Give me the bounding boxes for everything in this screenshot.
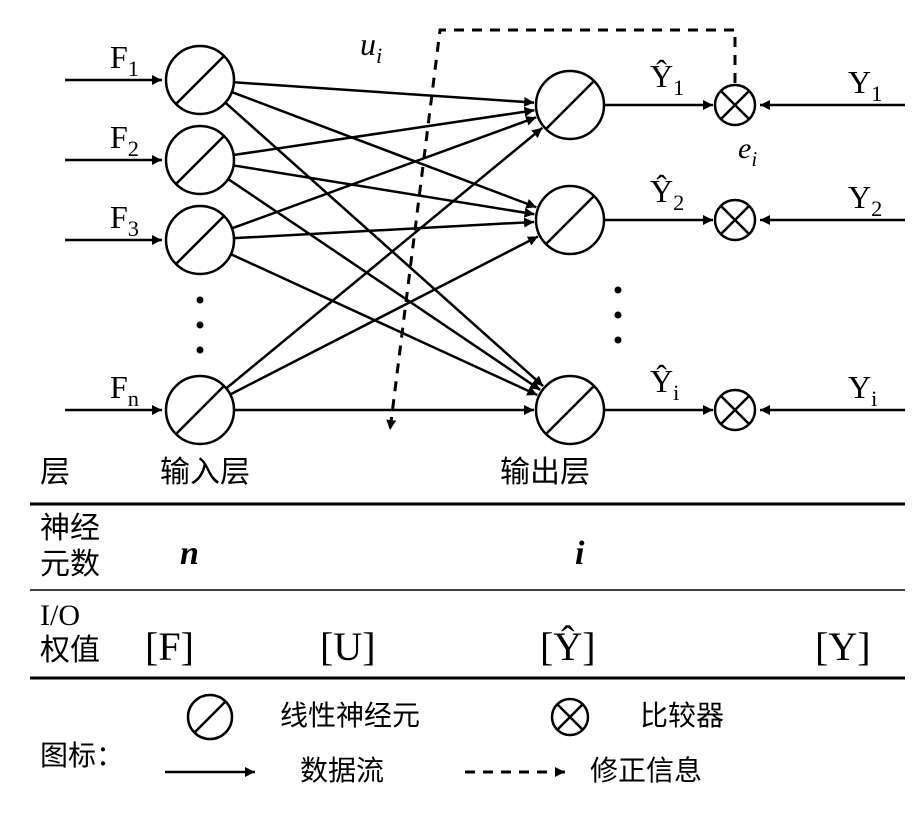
edge (234, 222, 534, 238)
table-cell: [U] (320, 624, 376, 669)
input-neuron (166, 376, 234, 444)
input-label: F2 (110, 119, 139, 161)
yhat-label: Ŷ1 (650, 58, 684, 100)
table-row-label: 神经 (40, 512, 100, 545)
ellipsis-dot (615, 312, 622, 319)
output-neuron (536, 376, 604, 444)
output-neuron (536, 71, 604, 139)
table-cell: 输出层 (500, 456, 590, 489)
legend-text: 比较器 (640, 700, 724, 732)
input-label: F1 (110, 39, 139, 81)
input-neuron (166, 126, 234, 194)
input-neuron (166, 206, 234, 274)
table-row-label: I/O (40, 599, 80, 632)
table-cell: 输入层 (160, 456, 250, 489)
legend-neuron-icon (188, 695, 232, 739)
table-row-label: 层 (40, 456, 70, 489)
table-cell: [Y] (815, 624, 871, 669)
input-label: Fn (110, 369, 139, 411)
e-label: ei (738, 132, 757, 171)
table-cell: [F] (145, 624, 194, 669)
u-label: ui (360, 26, 382, 68)
edge (230, 236, 538, 394)
comparator (715, 85, 755, 125)
edge (225, 103, 543, 386)
edge (234, 82, 534, 102)
legend-text: 修正信息 (590, 755, 702, 787)
legend-text: 线性神经元 (280, 700, 420, 732)
comparator (715, 390, 755, 430)
edge (231, 254, 537, 395)
ellipsis-dot (615, 337, 622, 344)
comparator (715, 200, 755, 240)
ellipsis-dot (197, 322, 204, 329)
output-neuron (536, 186, 604, 254)
yhat-label: Ŷi (650, 363, 679, 405)
ellipsis-dot (197, 297, 204, 304)
table-cell: n (180, 535, 199, 572)
ellipsis-dot (197, 347, 204, 354)
table-row-label: 元数 (40, 548, 100, 581)
yhat-label: Ŷ2 (650, 173, 684, 215)
diagram-svg: F1 F2 F3 Fn Ŷ1 Ŷ2 Ŷi Y1 Y2 Yi ei ui 层 输入层 输出层神经元数 n i I/O… (10, 10, 913, 809)
y-label: Y1 (848, 64, 882, 106)
legend-label: 图标： (40, 740, 124, 772)
edge (228, 179, 540, 390)
ellipsis-dot (615, 287, 622, 294)
legend-comparator-icon (552, 699, 588, 735)
table-cell: i (575, 535, 585, 572)
y-label: Yi (848, 369, 877, 411)
input-neuron (166, 46, 234, 114)
table-cell: [Ŷ] (540, 624, 596, 669)
input-label: F3 (110, 199, 139, 241)
table-row-label: 权值 (40, 634, 100, 667)
legend-text: 数据流 (300, 755, 384, 787)
y-label: Y2 (848, 179, 882, 221)
